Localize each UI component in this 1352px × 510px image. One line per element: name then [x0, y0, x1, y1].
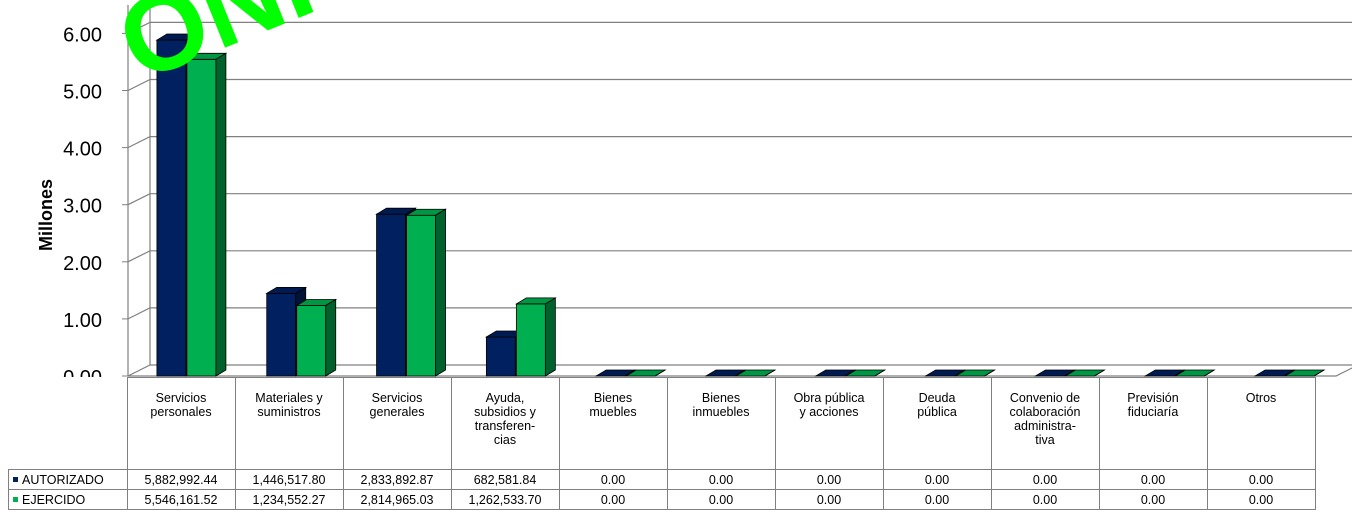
series-name: EJERCIDO — [22, 492, 86, 507]
category-row: Servicios personales Materiales y suministr… — [9, 377, 1316, 470]
bar-autorizado — [1034, 369, 1076, 377]
category-label: Materiales y suministros — [234, 377, 344, 470]
table-cell: 5,546,161.52 — [126, 489, 236, 510]
table-cell: 0.00 — [1098, 489, 1208, 510]
table-cell: 0.00 — [666, 469, 776, 490]
table-cell: 0.00 — [774, 489, 884, 510]
table-cell: 1,234,552.27 — [234, 489, 344, 510]
table-row-ejercido: EJERCIDO 5,546,161.52 1,234,552.27 2,814,9… — [8, 489, 1316, 510]
table-cell: 1,446,517.80 — [234, 469, 344, 490]
category-label: Obra pública y acciones — [774, 377, 884, 470]
table-row-autorizado: AUTORIZADO 5,882,992.44 1,446,517.80 2,833… — [8, 469, 1316, 490]
gridline — [127, 307, 1352, 320]
bar-ejercido — [1173, 369, 1216, 377]
table-cell: 0.00 — [882, 469, 992, 490]
bar-autorizado — [1143, 369, 1186, 377]
table-cell: 0.00 — [1098, 469, 1208, 490]
table-cell: 0.00 — [774, 469, 884, 490]
table-cell: 0.00 — [990, 489, 1100, 510]
category-label: Ayuda, subsidios y transferen-cias — [450, 377, 560, 470]
gridline — [127, 21, 1352, 34]
series-name: AUTORIZADO — [22, 472, 104, 487]
table-cell: 0.00 — [1206, 489, 1316, 510]
table-cell: 0.00 — [666, 489, 776, 510]
bar-autorizado — [704, 369, 747, 377]
y-tick-label: 1.00 — [63, 310, 102, 332]
table-cell: 0.00 — [990, 469, 1100, 490]
bar-ejercido — [624, 369, 667, 377]
y-tick-label: 0.00 — [63, 367, 102, 377]
table-cell: 0.00 — [558, 489, 668, 510]
bar-ejercido — [405, 208, 447, 377]
table-cell: 2,814,965.03 — [342, 489, 452, 510]
table-cell: 1,262,533.70 — [450, 489, 560, 510]
gridline — [127, 78, 1352, 92]
bar-ejercido — [295, 298, 338, 377]
table-corner — [9, 378, 128, 470]
category-label: Otros — [1206, 377, 1316, 470]
series-label-ejercido: EJERCIDO — [8, 489, 128, 510]
y-tick-label: 4.00 — [63, 139, 102, 161]
y-tick-label: 6.00 — [63, 24, 102, 46]
gridline — [127, 250, 1352, 263]
gridlines — [127, 0, 1352, 377]
data-table: Servicios personales Materiales y suministr… — [8, 377, 1316, 510]
category-label: Previsión fiduciaría — [1098, 377, 1208, 470]
table-cell: 0.00 — [558, 469, 668, 490]
y-tick-label: 3.00 — [63, 196, 102, 218]
bar-autorizado — [924, 369, 967, 377]
bar-autorizado — [594, 369, 637, 377]
bars — [155, 33, 1326, 377]
category-label: Deuda pública — [882, 377, 992, 470]
bar-ejercido — [954, 369, 997, 377]
bar-ejercido — [844, 369, 887, 377]
bar-ejercido — [1283, 369, 1326, 377]
category-label: Bienes muebles — [558, 377, 668, 470]
table-cell: 0.00 — [1206, 469, 1316, 490]
y-tick-label: 2.00 — [63, 253, 102, 275]
legend-swatch-autorizado — [13, 476, 18, 482]
y-axis: 0.00 1.00 2.00 3.00 4.00 5.00 6.00 — [63, 24, 128, 377]
category-label: Bienes inmuebles — [666, 377, 776, 470]
table-cell: 682,581.84 — [450, 469, 560, 490]
category-label: Convenio de colaboración administra-tiva — [990, 377, 1100, 470]
bar-autorizado — [1253, 369, 1296, 377]
table-cell: 0.00 — [882, 489, 992, 510]
bar-ejercido — [514, 297, 557, 377]
table-cell: 5,882,992.44 — [126, 469, 236, 490]
gridline — [127, 193, 1352, 206]
legend-swatch-ejercido — [13, 496, 18, 502]
table-cell: 2,833,892.87 — [342, 469, 452, 490]
bar-autorizado — [814, 369, 857, 377]
y-tick-label: 5.00 — [63, 82, 102, 104]
bar-ejercido — [185, 52, 228, 377]
category-label: Servicios personales — [126, 377, 236, 470]
bar-ejercido — [1064, 369, 1106, 377]
series-label-autorizado: AUTORIZADO — [8, 469, 128, 490]
category-label: Servicios generales — [342, 377, 452, 470]
bar-ejercido — [734, 369, 777, 377]
bar-chart: 0.001.002.003.004.005.006.00 ONI Millone… — [36, 0, 1352, 377]
y-axis-label: Millones — [36, 179, 56, 251]
gridline — [127, 136, 1352, 149]
